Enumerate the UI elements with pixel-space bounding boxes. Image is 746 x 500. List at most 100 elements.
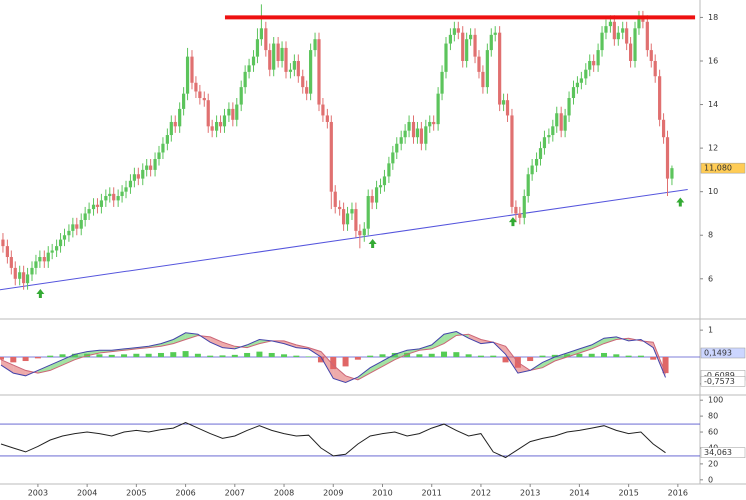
candle-body [440,71,444,94]
candle-body [498,32,502,105]
candle-body [9,257,13,268]
candle-body [362,228,366,236]
candle-body [55,246,59,251]
candle-body [239,87,243,105]
candle-body [522,196,526,218]
x-tick-label: 2009 [323,489,343,498]
candle-body [637,17,641,29]
histogram-bar [416,354,423,357]
macd-signal-fill [431,334,445,349]
macd-signal-fill [74,351,88,360]
candle-body [579,78,583,83]
histogram-bar [281,354,288,357]
y-tick-label: 6 [708,274,713,283]
candle-body [633,28,637,61]
candle-body [141,169,145,179]
y-tick-label: 10 [708,187,718,196]
candle-body [132,174,136,181]
candle-body [264,28,268,51]
candle-body [259,28,263,40]
histogram-bar [379,354,386,357]
histogram-bar [453,352,460,357]
candle-body [407,121,411,131]
candle-body [321,104,325,116]
candle-body [345,213,350,225]
macd-signal-fill [505,346,518,374]
candle-body [461,32,465,61]
candle-body [432,121,436,125]
histogram-bar [588,353,595,357]
candle-body [136,174,140,179]
candle-body [301,76,305,88]
y-tick-label: 1 [708,326,713,335]
candle-body [584,69,588,79]
candle-body [153,159,157,170]
histogram-bar [441,351,448,357]
candle-body [493,32,497,35]
y-tick-label: 16 [708,56,718,65]
candle-body [22,272,26,284]
candle-body [424,126,428,144]
value-tag-label: 34,063 [704,448,732,457]
macd-signal-fill [517,362,531,374]
candle-body [25,274,30,284]
signal-arrow [36,289,45,299]
candle-body [489,34,493,51]
candle-body [317,39,321,105]
candle-body [42,257,46,262]
candle-body [255,39,260,57]
candle-body [116,196,120,201]
macd-signal-fill [173,332,186,344]
histogram-bar [256,351,263,357]
candle-body [194,82,198,92]
y-tick-label: 60 [708,428,718,437]
candle-body [71,224,75,231]
candle-body [604,26,608,33]
histogram-bar [305,356,312,357]
histogram-bar [207,355,214,357]
x-tick-label: 2003 [28,489,48,498]
histogram-bar [194,353,201,357]
candle-body [378,185,383,188]
candle-body [485,50,489,88]
histogram-bar [121,354,128,357]
y-tick-label: 80 [708,412,718,421]
macd-signal-fill [50,359,63,371]
candle-body [1,239,5,247]
candle-body [555,113,559,127]
candle-body [185,56,190,94]
candle-body [534,159,539,166]
histogram-bar [157,352,164,357]
candle-body [444,43,448,72]
candle-body [567,98,571,116]
candle-body [222,115,227,127]
macd-signal-fill [210,336,223,348]
histogram-bar [108,354,115,357]
histogram-bar [59,354,66,357]
x-tick-label: 2012 [471,489,491,498]
histogram-bar [47,355,54,357]
histogram-bar [170,352,177,357]
candle-body [621,28,625,33]
signal-arrow [368,238,377,248]
candle-body [428,121,432,127]
histogram-bar [490,355,497,357]
candle-body [272,43,276,70]
macd-signal-fill [604,336,617,344]
macd-signal-fill [160,339,174,347]
histogram-bar [477,355,484,357]
histogram-bar [625,355,632,357]
histogram-bar [551,354,558,357]
candle-body [670,168,674,179]
candle-body [350,209,354,214]
candle-body [628,43,633,61]
trendline [0,189,688,291]
candle-body [465,39,469,61]
macd-signal-fill [444,331,457,344]
candle-body [58,239,63,247]
macd-signal-fill [222,342,235,349]
x-tick-label: 2005 [126,489,146,498]
candle-body [514,206,518,214]
